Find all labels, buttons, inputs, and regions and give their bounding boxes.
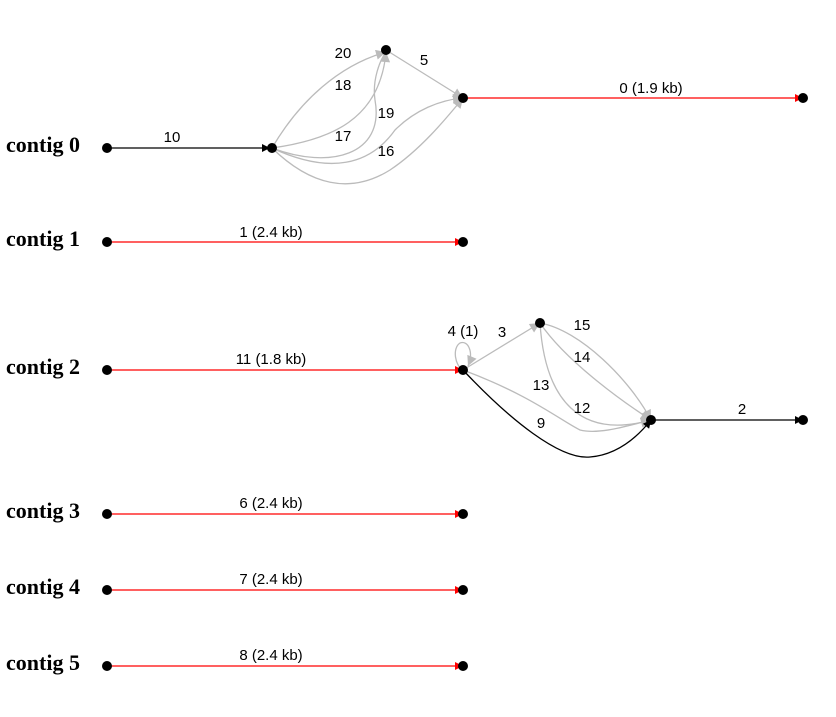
node[interactable] bbox=[458, 365, 468, 375]
edge-3[interactable] bbox=[462, 322, 541, 371]
edge-13-label: 13 bbox=[533, 377, 550, 394]
edge-10-label: 10 bbox=[164, 129, 181, 146]
edge-0-label: 0 (1.9 kb) bbox=[619, 80, 682, 97]
contig-0-label: contig 0 bbox=[6, 132, 80, 157]
edge-12-label: 12 bbox=[574, 400, 591, 417]
edge-20[interactable] bbox=[271, 49, 387, 149]
node[interactable] bbox=[458, 93, 468, 103]
contig-0-group: contig 0 10 20 18 17 19 16 5 0 (1.9 kb) bbox=[6, 45, 808, 185]
edge-19-label: 19 bbox=[378, 105, 395, 122]
node[interactable] bbox=[458, 661, 468, 671]
node[interactable] bbox=[798, 415, 808, 425]
edge-6-label: 6 (2.4 kb) bbox=[239, 495, 302, 512]
contig-4-label: contig 4 bbox=[6, 574, 80, 599]
edge-5[interactable] bbox=[385, 49, 464, 99]
contig-1-label: contig 1 bbox=[6, 226, 80, 251]
node[interactable] bbox=[102, 661, 112, 671]
edge-15[interactable] bbox=[539, 322, 652, 421]
edge-4-label: 4 (1) bbox=[448, 323, 479, 340]
contig-3-group: contig 3 6 (2.4 kb) bbox=[6, 495, 468, 523]
contig-3-label: contig 3 bbox=[6, 498, 80, 523]
edge-3-label: 3 bbox=[498, 324, 506, 341]
node[interactable] bbox=[646, 415, 656, 425]
node[interactable] bbox=[458, 585, 468, 595]
edge-17-label: 17 bbox=[335, 128, 352, 145]
edge-5-label: 5 bbox=[420, 52, 428, 69]
node[interactable] bbox=[102, 237, 112, 247]
edge-4-loop[interactable] bbox=[454, 341, 477, 371]
node[interactable] bbox=[102, 509, 112, 519]
edge-17[interactable] bbox=[271, 51, 387, 159]
node[interactable] bbox=[381, 45, 391, 55]
node[interactable] bbox=[535, 318, 545, 328]
edge-14-label: 14 bbox=[574, 349, 591, 366]
edge-7-label: 7 (2.4 kb) bbox=[239, 571, 302, 588]
node[interactable] bbox=[798, 93, 808, 103]
edge-19[interactable] bbox=[271, 93, 464, 165]
edge-8-label: 8 (2.4 kb) bbox=[239, 647, 302, 664]
edge-2-label: 2 bbox=[738, 401, 746, 418]
contig-4-group: contig 4 7 (2.4 kb) bbox=[6, 571, 468, 599]
edge-9[interactable] bbox=[462, 369, 652, 458]
contig-5-label: contig 5 bbox=[6, 650, 80, 675]
edge-14[interactable] bbox=[539, 322, 652, 421]
contig-2-group: contig 2 11 (1.8 kb) 4 (1) 3 15 14 13 12… bbox=[6, 317, 808, 458]
node[interactable] bbox=[267, 143, 277, 153]
edge-18[interactable] bbox=[271, 51, 391, 149]
contig-1-group: contig 1 1 (2.4 kb) bbox=[6, 224, 468, 251]
edge-18-label: 18 bbox=[335, 77, 352, 94]
contig-5-group: contig 5 8 (2.4 kb) bbox=[6, 647, 468, 675]
edge-9-label: 9 bbox=[537, 415, 545, 432]
contig-2-label: contig 2 bbox=[6, 354, 80, 379]
node[interactable] bbox=[102, 365, 112, 375]
node[interactable] bbox=[102, 585, 112, 595]
node[interactable] bbox=[458, 237, 468, 247]
edge-15-label: 15 bbox=[574, 317, 591, 334]
edge-1-label: 1 (2.4 kb) bbox=[239, 224, 302, 241]
node[interactable] bbox=[102, 143, 112, 153]
edge-13[interactable] bbox=[462, 369, 652, 432]
edge-11-label: 11 (1.8 kb) bbox=[236, 351, 307, 368]
edge-16[interactable] bbox=[271, 97, 464, 185]
edge-16-label: 16 bbox=[378, 143, 395, 160]
edge-20-label: 20 bbox=[335, 45, 352, 62]
edge-12[interactable] bbox=[539, 322, 652, 428]
node[interactable] bbox=[458, 509, 468, 519]
